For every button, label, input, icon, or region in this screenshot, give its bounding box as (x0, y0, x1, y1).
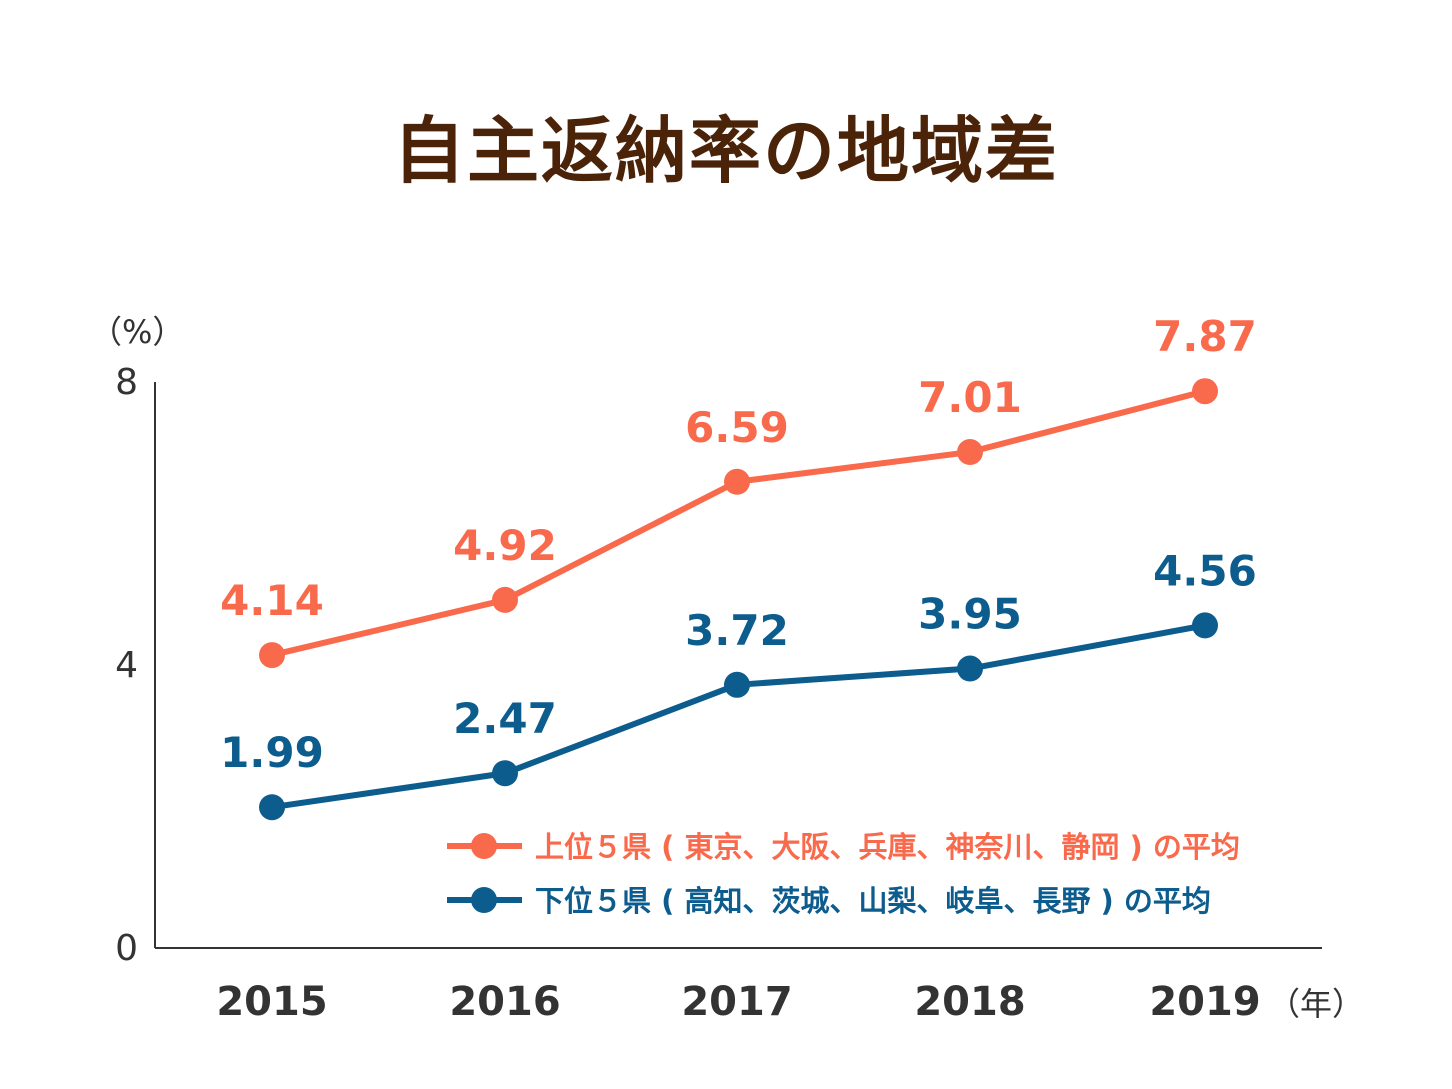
legend-marker (471, 887, 497, 913)
data-point (492, 586, 518, 613)
data-point (724, 671, 750, 698)
data-label: 4.92 (453, 521, 557, 570)
data-point (1192, 612, 1218, 639)
data-label: 4.56 (1153, 546, 1257, 595)
legend-label: 上位５県 ( 東京、大阪、兵庫、神奈川、静岡 ) の平均 (535, 830, 1240, 864)
series-group: 4.14 4.92 6.59 7.01 7.87 1.99 2.47 3.72 3.95 4.56 (220, 312, 1257, 821)
x-ticks: 2015 2016 2017 2018 2019 (216, 979, 1260, 1025)
data-label: 7.87 (1153, 312, 1257, 361)
legend-label: 下位５県 ( 高知、茨城、山梨、岐阜、長野 ) の平均 (535, 884, 1211, 918)
data-point (957, 655, 983, 682)
x-unit-label: （年） (1268, 985, 1364, 1023)
data-label: 1.99 (220, 728, 324, 777)
legend-item: 上位５県 ( 東京、大阪、兵庫、神奈川、静岡 ) の平均 (447, 830, 1240, 864)
x-tick-label: 2019 (1149, 979, 1260, 1025)
data-label: 4.14 (220, 576, 324, 625)
data-point (957, 439, 983, 466)
data-point (259, 642, 285, 669)
x-tick-label: 2015 (216, 979, 327, 1025)
data-label: 2.47 (453, 694, 557, 743)
data-point (1192, 378, 1218, 405)
legend-marker (471, 833, 497, 859)
y-unit-label: （%） (90, 313, 184, 351)
x-tick-label: 2017 (681, 979, 792, 1025)
data-label: 3.72 (685, 606, 789, 655)
data-point (492, 760, 518, 787)
y-ticks: 0 4 8 (115, 362, 138, 969)
legend-item: 下位５県 ( 高知、茨城、山梨、岐阜、長野 ) の平均 (447, 884, 1211, 918)
series-upper: 4.14 4.92 6.59 7.01 7.87 (220, 312, 1257, 669)
data-label: 6.59 (685, 403, 789, 452)
y-tick-label: 4 (115, 645, 138, 686)
data-label: 3.95 (918, 590, 1022, 639)
data-point (259, 794, 285, 821)
data-point (724, 468, 750, 495)
axes: （%） （年） (90, 313, 1364, 1023)
series-lower: 1.99 2.47 3.72 3.95 4.56 (220, 546, 1257, 821)
y-tick-label: 8 (115, 362, 138, 403)
x-tick-label: 2016 (449, 979, 560, 1025)
chart-title: 自主返納率の地域差 (392, 109, 1059, 193)
data-label: 7.01 (918, 373, 1022, 422)
y-tick-label: 0 (115, 928, 138, 969)
x-tick-label: 2018 (914, 979, 1025, 1025)
